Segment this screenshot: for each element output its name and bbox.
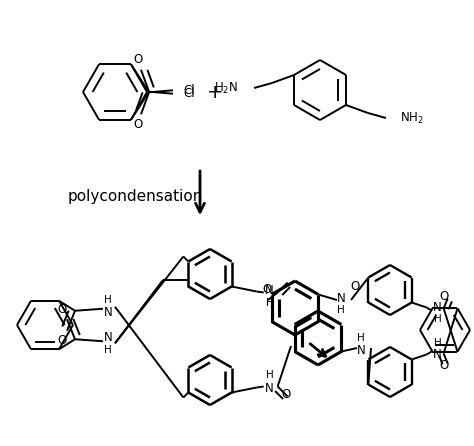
Text: H: H xyxy=(434,338,441,347)
Text: H: H xyxy=(266,298,273,309)
Text: O: O xyxy=(57,334,67,347)
Text: H: H xyxy=(357,333,365,343)
Text: O: O xyxy=(439,359,448,372)
Text: N: N xyxy=(265,382,274,395)
Text: N: N xyxy=(104,306,112,319)
Text: O: O xyxy=(350,280,360,293)
Text: H: H xyxy=(104,345,112,355)
Text: O: O xyxy=(281,388,290,401)
Text: H: H xyxy=(337,305,345,315)
Text: H: H xyxy=(104,295,112,305)
Text: N: N xyxy=(356,343,365,356)
Text: O: O xyxy=(439,290,448,303)
Text: N: N xyxy=(104,331,112,344)
Text: polycondensation: polycondensation xyxy=(68,189,203,203)
Text: O: O xyxy=(133,53,143,66)
Text: O: O xyxy=(57,303,67,316)
Text: N: N xyxy=(337,292,346,305)
Text: NH$_2$: NH$_2$ xyxy=(400,111,424,126)
Text: N: N xyxy=(433,348,442,361)
Text: H: H xyxy=(266,371,273,380)
Text: H$_2$N: H$_2$N xyxy=(214,80,238,95)
Text: +: + xyxy=(207,83,223,102)
Text: O: O xyxy=(133,118,143,131)
Text: Cl: Cl xyxy=(183,84,195,97)
Text: N: N xyxy=(433,301,442,314)
Text: H: H xyxy=(434,314,441,325)
Text: N: N xyxy=(265,284,274,297)
Text: O: O xyxy=(262,283,272,296)
Text: Cl: Cl xyxy=(183,87,195,100)
